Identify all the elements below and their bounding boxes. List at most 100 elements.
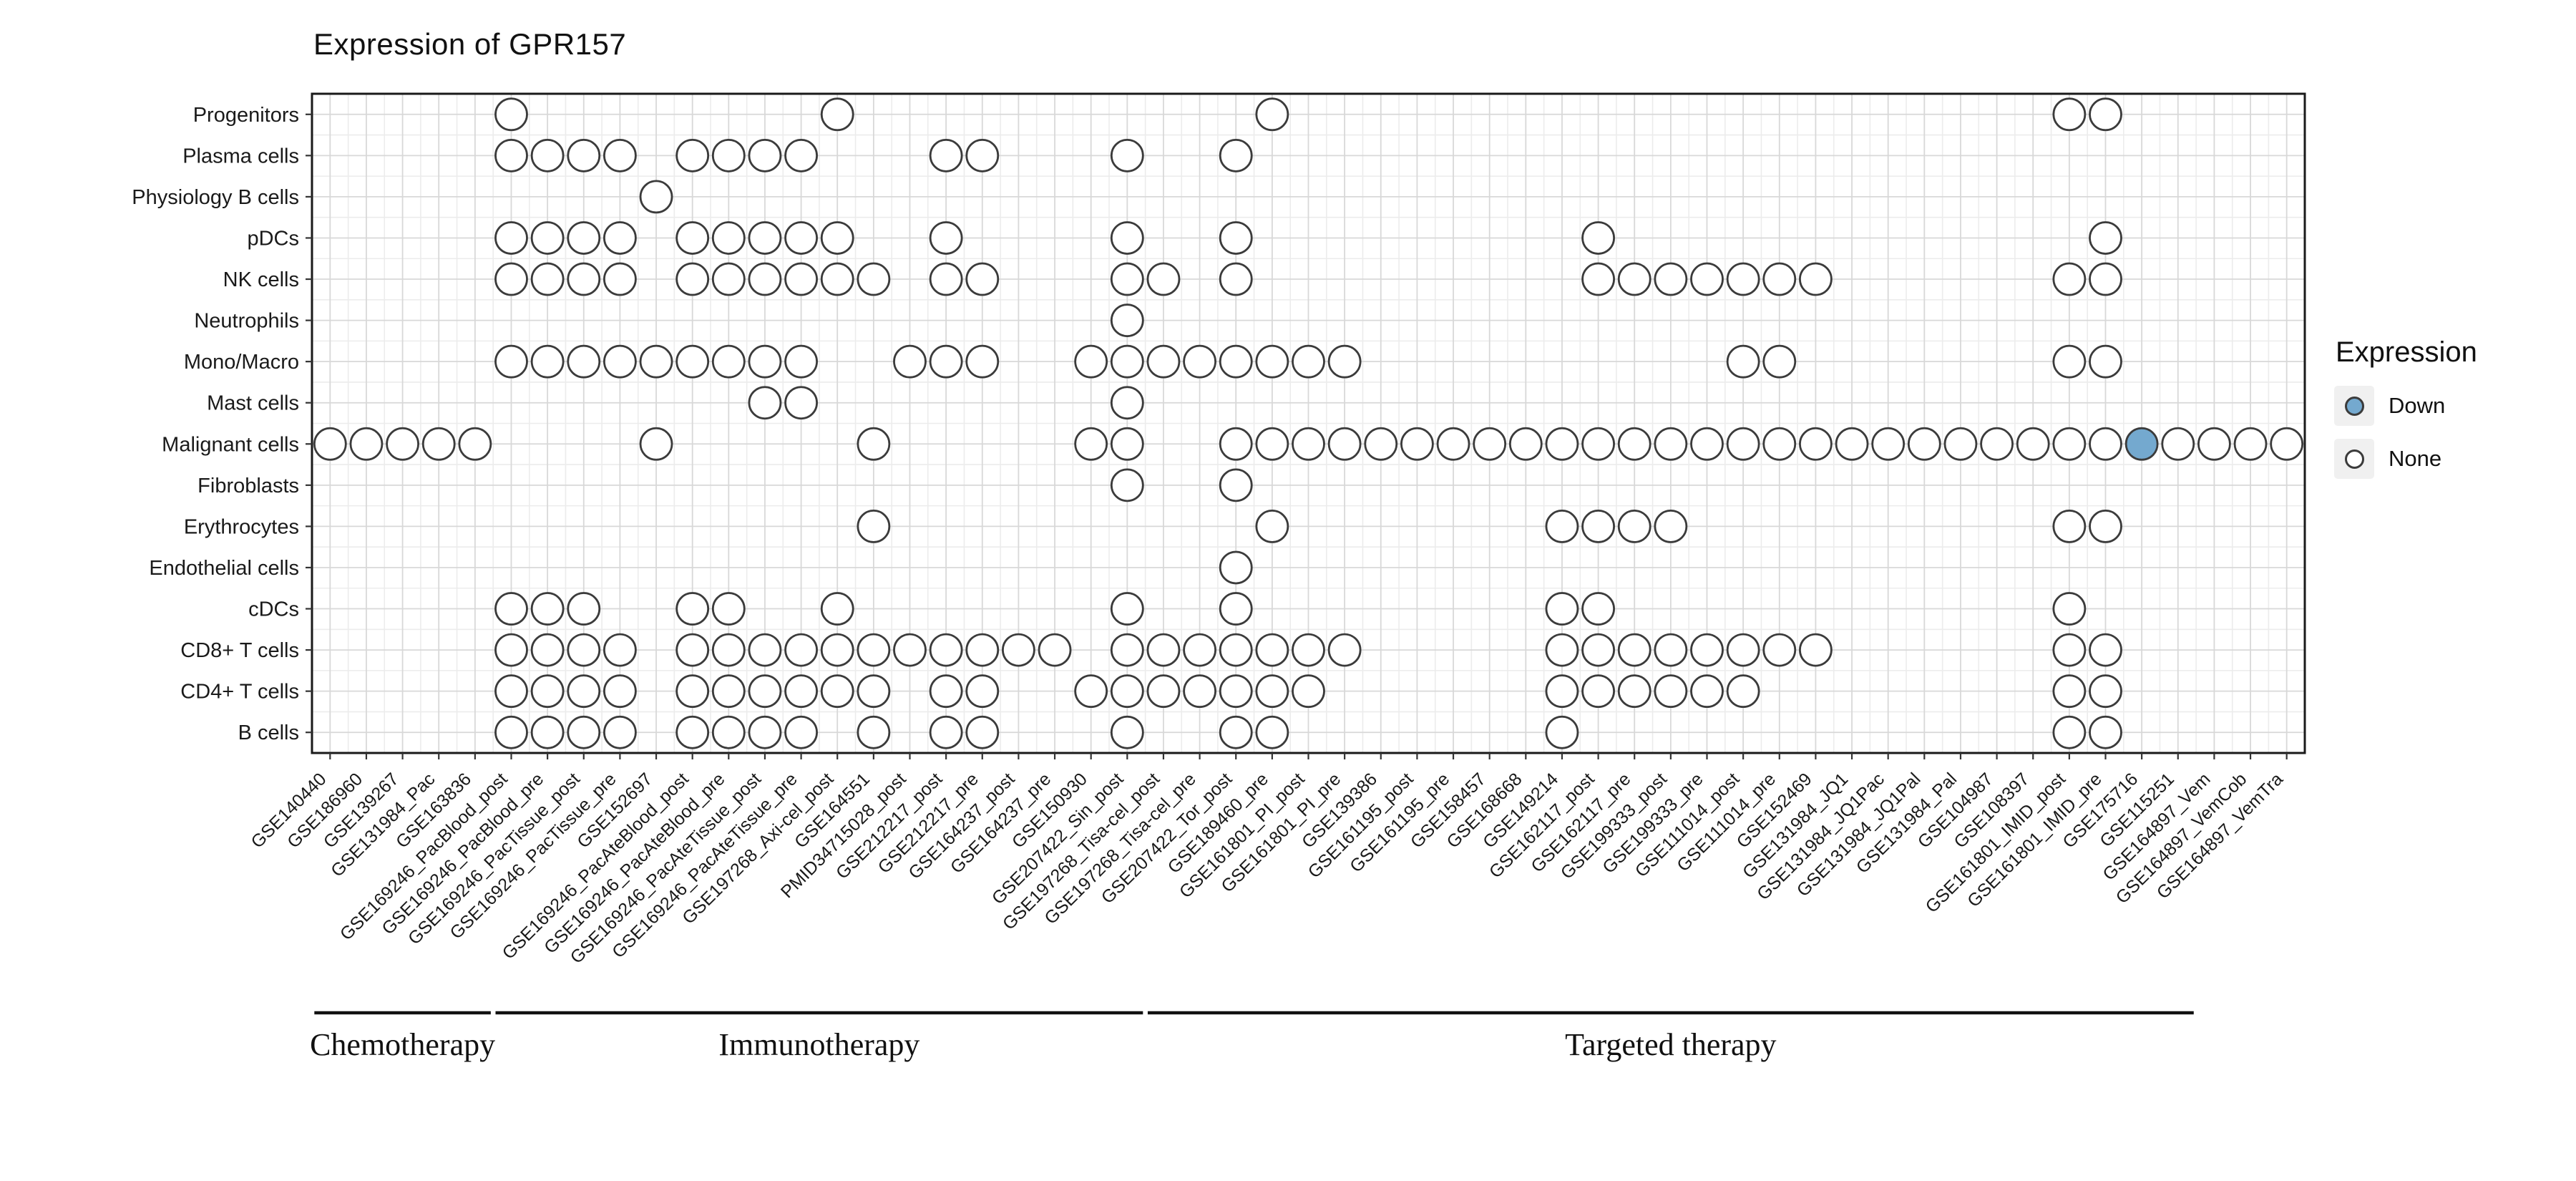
expression-dot-none	[1110, 221, 1144, 255]
expression-dot-none	[711, 592, 746, 626]
expression-dot-none	[748, 262, 782, 296]
legend-item-none: None	[2334, 439, 2477, 479]
expression-dot-none	[1726, 633, 1760, 667]
expression-dot-none	[675, 592, 710, 626]
expression-dot-none	[1183, 674, 1216, 709]
expression-dot-none	[1255, 715, 1289, 749]
none-dot-icon	[2344, 449, 2364, 469]
expression-dot-none	[1581, 510, 1615, 543]
expression-dot-none	[2052, 262, 2087, 296]
expression-dot-none	[567, 221, 601, 255]
expression-dot-none	[1183, 344, 1216, 379]
expression-dot-none	[1327, 427, 1362, 461]
expression-dot-none	[784, 262, 818, 296]
expression-dot-none	[1219, 468, 1253, 502]
y-tick-label: B cells	[238, 721, 299, 744]
expression-dot-none	[1654, 510, 1688, 543]
y-tick-label: Plasma cells	[182, 145, 299, 167]
expression-dot-none	[1726, 427, 1760, 461]
legend-item-label-down: Down	[2389, 393, 2446, 418]
expression-dot-none	[1726, 344, 1760, 379]
expression-dot-none	[820, 592, 854, 626]
expression-dot-none	[2052, 592, 2087, 626]
expression-dot-none	[929, 262, 963, 296]
expression-dot-none	[2089, 715, 2122, 749]
expression-dot-none	[2052, 633, 2087, 667]
y-tick-label: cDCs	[248, 598, 299, 621]
expression-dot-none	[965, 715, 1000, 749]
expression-dot-none	[1581, 427, 1615, 461]
expression-dot-none	[1219, 715, 1253, 749]
expression-dot-none	[1436, 427, 1470, 461]
expression-dot-none	[711, 138, 746, 172]
expression-dot-none	[1364, 427, 1398, 461]
expression-dot-none	[313, 427, 347, 461]
expression-dot-none	[494, 715, 528, 749]
expression-dot-none	[2161, 427, 2195, 461]
expression-dot-none	[1255, 97, 1289, 132]
expression-dot-none	[1400, 427, 1434, 461]
expression-dot-none	[820, 674, 854, 709]
legend-key-none	[2334, 439, 2374, 479]
expression-dot-none	[748, 715, 782, 749]
legend: Expression Down None	[2334, 336, 2477, 492]
expression-dot-none	[494, 221, 528, 255]
expression-dot-none	[2089, 97, 2122, 132]
expression-dot-none	[2052, 715, 2087, 749]
expression-dot-none	[1146, 633, 1181, 667]
expression-dot-none	[494, 674, 528, 709]
expression-dot-none	[929, 221, 963, 255]
expression-dot-none	[1762, 262, 1797, 296]
expression-dot-none	[784, 138, 818, 172]
y-tick-label: Neutrophils	[194, 310, 299, 333]
expression-dot-none	[2233, 427, 2268, 461]
expression-dot-none	[675, 674, 710, 709]
expression-dot-none	[2052, 510, 2087, 543]
expression-dot-none	[784, 386, 818, 420]
expression-dot-none	[1617, 674, 1652, 709]
expression-dot-none	[494, 592, 528, 626]
expression-dot-none	[1654, 427, 1688, 461]
expression-dot-none	[2270, 427, 2304, 461]
expression-dot-none	[1654, 633, 1688, 667]
expression-dot-none	[675, 715, 710, 749]
expression-dot-none	[1799, 262, 1833, 296]
expression-dot-none	[639, 180, 673, 214]
expression-dot-none	[1255, 510, 1289, 543]
expression-dot-none	[1110, 715, 1144, 749]
expression-dot-none	[748, 138, 782, 172]
expression-dot-none	[1219, 550, 1253, 585]
expression-dot-none	[857, 427, 891, 461]
expression-dot-none	[784, 633, 818, 667]
expression-dot-none	[929, 633, 963, 667]
expression-dot-none	[603, 633, 637, 667]
expression-dot-none	[1110, 427, 1144, 461]
expression-dot-none	[820, 97, 854, 132]
expression-dot-none	[675, 344, 710, 379]
expression-dot-none	[820, 633, 854, 667]
expression-dot-none	[567, 344, 601, 379]
expression-dot-none	[421, 427, 456, 461]
expression-dot-none	[1871, 427, 1906, 461]
expression-dot-none	[2089, 262, 2122, 296]
expression-dot-none	[567, 592, 601, 626]
expression-dot-none	[386, 427, 419, 461]
expression-dot-none	[530, 592, 565, 626]
expression-dot-none	[1074, 344, 1108, 379]
expression-dot-none	[1327, 344, 1362, 379]
y-tick-label: NK cells	[223, 268, 299, 291]
expression-dot-none	[494, 633, 528, 667]
expression-dot-none	[1110, 674, 1144, 709]
expression-dot-none	[1545, 427, 1579, 461]
expression-dot-none	[1292, 427, 1325, 461]
expression-dot-none	[711, 674, 746, 709]
expression-dot-none	[1146, 674, 1181, 709]
expression-dot-none	[2052, 674, 2087, 709]
expression-dot-none	[784, 221, 818, 255]
therapy-group-label: Targeted therapy	[1565, 1027, 1776, 1062]
expression-dot-none	[1110, 386, 1144, 420]
expression-dot-none	[711, 715, 746, 749]
expression-dot-none	[639, 427, 673, 461]
expression-dot-none	[1327, 633, 1362, 667]
